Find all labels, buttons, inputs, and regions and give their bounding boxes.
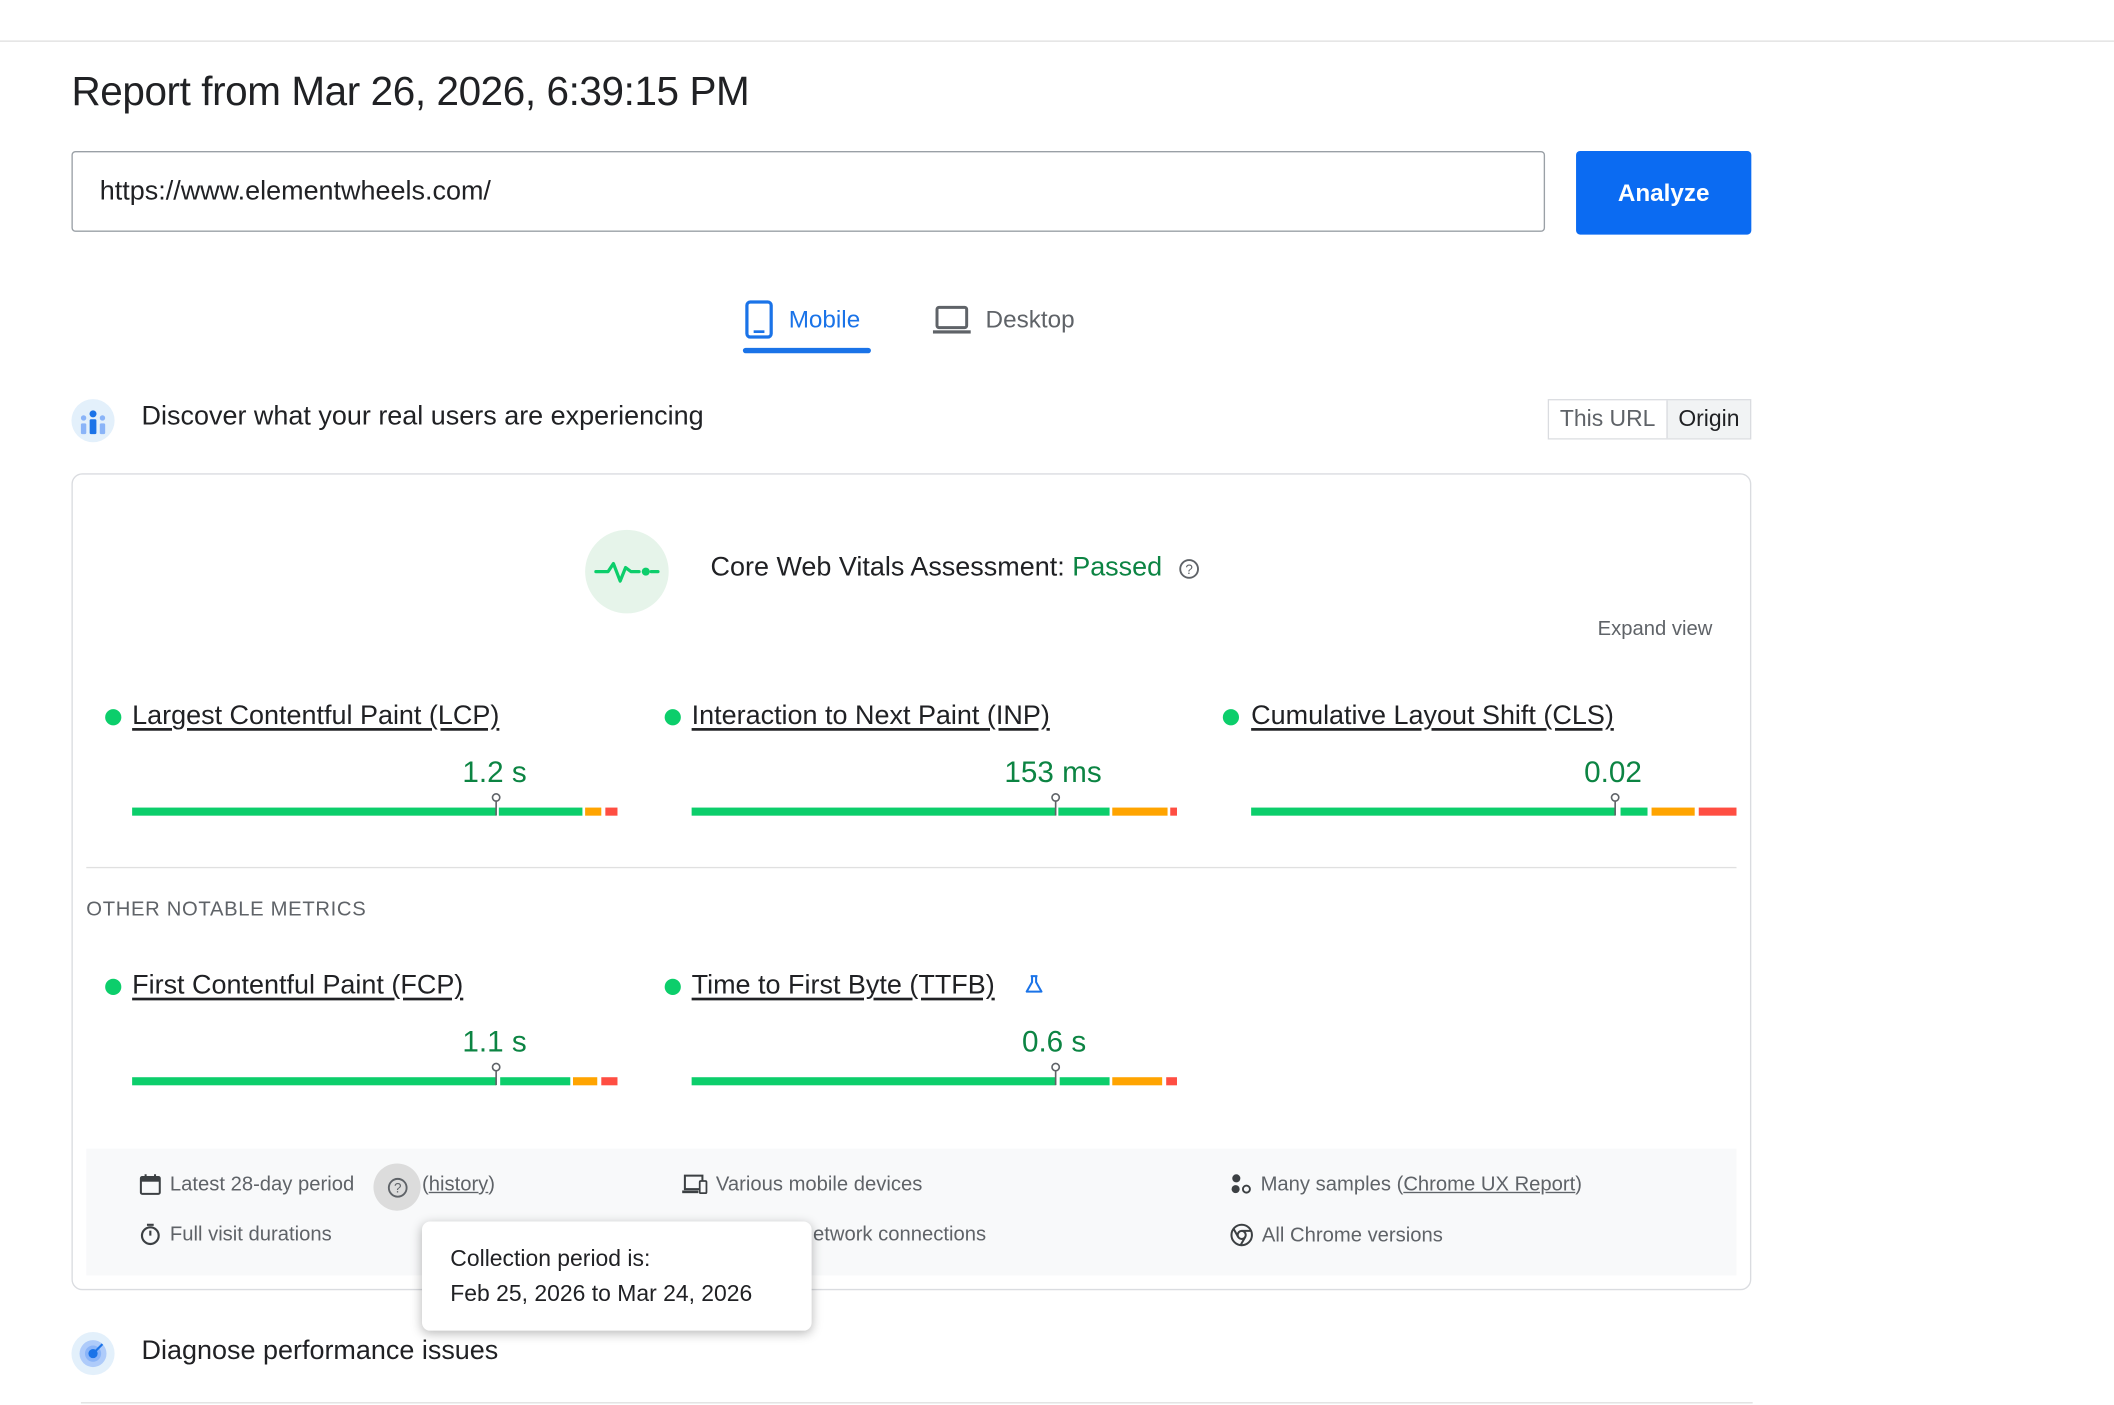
marker-pin-icon (1610, 793, 1620, 816)
metric-inp-link[interactable]: Interaction to Next Paint (INP) (691, 701, 1050, 731)
field-data-card (71, 473, 1752, 1291)
diagnose-section-title: Diagnose performance issues (141, 1336, 499, 1366)
metric-inp-bar (691, 793, 1177, 816)
history-link[interactable]: history (428, 1172, 489, 1196)
bottom-divider (80, 1402, 1753, 1404)
help-icon: ? (387, 1177, 407, 1197)
info-durations-text: Full visit durations (169, 1222, 332, 1246)
metric-lcp-link[interactable]: Largest Contentful Paint (LCP) (132, 701, 500, 731)
tooltip-line-2: Feb 25, 2026 to Mar 24, 2026 (450, 1280, 753, 1307)
info-network: etwork connections (813, 1223, 986, 1246)
status-dot (664, 978, 681, 995)
expand-view-link[interactable]: Expand view (1597, 617, 1713, 641)
info-samples: Many samples (Chrome UX Report) (1230, 1173, 1582, 1196)
metric-fcp-link[interactable]: First Contentful Paint (FCP) (132, 970, 464, 1001)
status-dot (105, 978, 122, 995)
collection-period-tooltip: Collection period is: Feb 25, 2026 to Ma… (421, 1221, 812, 1331)
info-chrome-text: All Chrome versions (1261, 1223, 1443, 1247)
tab-mobile-label: Mobile (788, 305, 861, 333)
cwv-pulse-icon (585, 529, 669, 614)
svg-text:?: ? (1185, 561, 1193, 576)
field-data-section-title: Discover what your real users are experi… (141, 401, 704, 432)
devices-icon (682, 1174, 708, 1195)
marker-pin-icon (1051, 1062, 1061, 1086)
metric-ttfb-bar (691, 1062, 1177, 1086)
info-devices-text: Various mobile devices (715, 1172, 923, 1196)
toggle-origin[interactable]: Origin (1666, 400, 1751, 439)
active-tab-indicator (742, 347, 871, 354)
marker-pin-icon (1051, 793, 1061, 816)
metric-ttfb-link[interactable]: Time to First Byte (TTFB) (691, 970, 995, 1001)
metric-ttfb-value: 0.6 s (1021, 1024, 1087, 1059)
metric-cls-link[interactable]: Cumulative Layout Shift (CLS) (1251, 701, 1614, 731)
status-dot (664, 709, 681, 726)
tooltip-line-1: Collection period is: (450, 1245, 651, 1272)
info-durations: Full visit durations (139, 1223, 332, 1246)
metric-fcp-bar (132, 1062, 618, 1086)
tab-mobile[interactable]: Mobile (743, 286, 860, 353)
smartphone-icon (745, 300, 773, 339)
info-network-text: etwork connections (812, 1222, 987, 1246)
calendar-icon (139, 1174, 161, 1195)
info-period: Latest 28-day period (139, 1173, 354, 1196)
tab-desktop[interactable]: Desktop (932, 286, 1075, 353)
marker-pin-icon (491, 793, 501, 816)
laptop-icon (932, 305, 971, 334)
users-experience-icon (71, 399, 115, 443)
other-metrics-heading: OTHER NOTABLE METRICS (86, 897, 367, 921)
info-devices: Various mobile devices (681, 1172, 923, 1196)
info-history: (history) (421, 1172, 496, 1196)
toggle-this-url[interactable]: This URL (1549, 400, 1667, 439)
url-origin-toggle: This URL Origin (1547, 399, 1752, 440)
status-dot (1222, 709, 1240, 726)
chrome-icon (1230, 1223, 1253, 1247)
info-period-text: Latest 28-day period (169, 1172, 355, 1196)
metric-inp-value: 153 ms (1004, 754, 1102, 789)
cwv-assessment-result: Passed (1072, 552, 1163, 583)
metric-cls-bar (1251, 793, 1737, 816)
svg-text:?: ? (393, 1180, 400, 1195)
cwv-assessment: Core Web Vitals Assessment: Passed ? (711, 553, 1200, 584)
analyze-button[interactable]: Analyze (1576, 150, 1752, 235)
period-help-button[interactable]: ? (373, 1163, 421, 1211)
metrics-divider (86, 866, 1737, 869)
help-icon[interactable]: ? (1178, 558, 1200, 580)
metric-fcp-value: 1.1 s (462, 1024, 527, 1059)
flask-icon (1025, 975, 1043, 993)
page-title: Report from Mar 26, 2026, 6:39:15 PM (71, 70, 750, 115)
metric-cls-value: 0.02 (1584, 754, 1642, 789)
url-input-box[interactable] (71, 150, 1546, 232)
chrome-ux-report-link[interactable]: Chrome UX Report (1403, 1172, 1576, 1196)
status-dot (105, 709, 122, 726)
samples-icon (1231, 1174, 1251, 1194)
url-input[interactable] (72, 152, 1544, 231)
top-divider (0, 40, 2114, 42)
diagnose-icon (71, 1332, 115, 1376)
info-chrome: All Chrome versions (1230, 1223, 1443, 1247)
marker-pin-icon (491, 1062, 501, 1086)
timer-icon (140, 1223, 160, 1246)
metric-lcp-bar (132, 793, 618, 816)
tab-desktop-label: Desktop (985, 305, 1075, 333)
cwv-assessment-label: Core Web Vitals Assessment: (710, 552, 1065, 583)
metric-lcp-value: 1.2 s (462, 754, 527, 789)
collection-info-panel (86, 1148, 1737, 1276)
